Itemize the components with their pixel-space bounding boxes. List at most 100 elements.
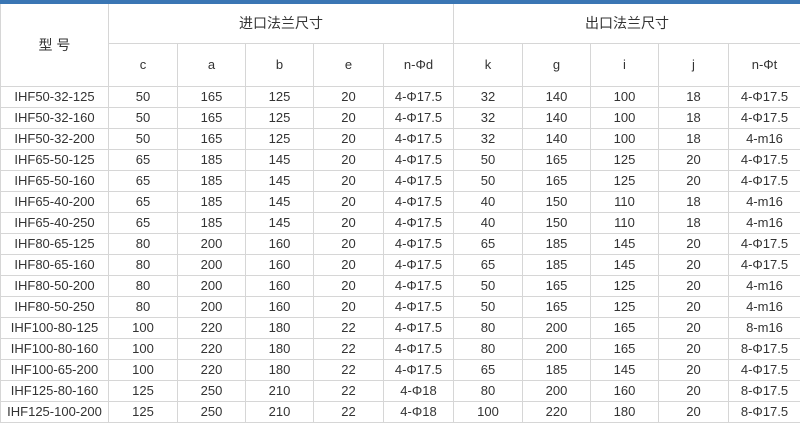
value-cell: 65	[108, 148, 178, 171]
value-cell: 80	[108, 274, 178, 297]
sub-header-cell: j	[658, 42, 729, 87]
sub-header-cell: b	[245, 42, 314, 87]
value-cell: 65	[453, 358, 523, 381]
value-cell: 20	[658, 358, 729, 381]
value-cell: 8-Φ17.5	[728, 337, 800, 360]
value-cell: 165	[177, 85, 246, 108]
value-cell: 145	[245, 169, 314, 192]
value-cell: 140	[522, 127, 591, 150]
value-cell: 4-Φ17.5	[728, 232, 800, 255]
table-row: IHF65-40-200 65 185 145 20 4-Φ17.5 40 150 110 18 4…	[0, 190, 800, 213]
value-cell: 165	[522, 274, 591, 297]
value-cell: 4-Φ17.5	[383, 106, 454, 129]
value-cell: 8-m16	[728, 316, 800, 339]
value-cell: 22	[313, 337, 384, 360]
value-cell: 20	[313, 295, 384, 318]
value-cell: 200	[522, 379, 591, 402]
table-row: IHF65-40-250 65 185 145 20 4-Φ17.5 40 150 110 18 4…	[0, 211, 800, 234]
value-cell: 100	[590, 127, 659, 150]
sub-header-cell: a	[177, 42, 246, 87]
value-cell: 65	[453, 253, 523, 276]
value-cell: 125	[245, 106, 314, 129]
value-cell: 4-Φ18	[383, 400, 454, 423]
value-cell: 200	[177, 232, 246, 255]
value-cell: 22	[313, 316, 384, 339]
value-cell: 80	[453, 337, 523, 360]
value-cell: 18	[658, 106, 729, 129]
value-cell: 50	[453, 295, 523, 318]
value-cell: 65	[108, 190, 178, 213]
value-cell: 160	[245, 253, 314, 276]
value-cell: 200	[522, 337, 591, 360]
value-cell: 20	[658, 253, 729, 276]
value-cell: 20	[313, 274, 384, 297]
value-cell: 185	[177, 211, 246, 234]
value-cell: 125	[108, 400, 178, 423]
outlet-flange-group-header: 出口法兰尺寸	[453, 4, 800, 44]
model-cell: IHF65-40-250	[0, 211, 109, 234]
sub-header-cell: n-Φt	[728, 42, 800, 87]
value-cell: 250	[177, 400, 246, 423]
value-cell: 180	[590, 400, 659, 423]
sub-header-cell: e	[313, 42, 384, 87]
value-cell: 18	[658, 85, 729, 108]
model-cell: IHF100-65-200	[0, 358, 109, 381]
value-cell: 220	[177, 316, 246, 339]
value-cell: 100	[453, 400, 523, 423]
value-cell: 32	[453, 127, 523, 150]
group-header-row: 型 号 进口法兰尺寸 出口法兰尺寸	[0, 4, 800, 87]
value-cell: 4-m16	[728, 127, 800, 150]
value-cell: 185	[522, 232, 591, 255]
value-cell: 20	[658, 295, 729, 318]
value-cell: 20	[313, 190, 384, 213]
value-cell: 4-Φ17.5	[383, 358, 454, 381]
value-cell: 210	[245, 400, 314, 423]
value-cell: 4-Φ17.5	[383, 295, 454, 318]
value-cell: 4-Φ17.5	[728, 85, 800, 108]
model-cell: IHF80-65-125	[0, 232, 109, 255]
table-row: IHF100-80-125 100 220 180 22 4-Φ17.5 80 200 165 2…	[0, 316, 800, 339]
sub-header-cell: n-Φd	[383, 42, 454, 87]
value-cell: 145	[590, 358, 659, 381]
value-cell: 18	[658, 190, 729, 213]
value-cell: 4-m16	[728, 295, 800, 318]
value-cell: 110	[590, 211, 659, 234]
value-cell: 20	[313, 211, 384, 234]
inlet-flange-group-header: 进口法兰尺寸	[108, 4, 454, 44]
value-cell: 4-Φ17.5	[728, 148, 800, 171]
value-cell: 4-Φ18	[383, 379, 454, 402]
value-cell: 125	[108, 379, 178, 402]
value-cell: 100	[108, 358, 178, 381]
table-row: IHF50-32-200 50 165 125 20 4-Φ17.5 32 140 100 18 4…	[0, 127, 800, 150]
value-cell: 20	[313, 127, 384, 150]
value-cell: 50	[108, 85, 178, 108]
value-cell: 20	[313, 232, 384, 255]
value-cell: 80	[453, 316, 523, 339]
value-cell: 20	[658, 337, 729, 360]
value-cell: 185	[177, 190, 246, 213]
value-cell: 160	[245, 232, 314, 255]
model-cell: IHF100-80-160	[0, 337, 109, 360]
value-cell: 160	[245, 295, 314, 318]
value-cell: 4-Φ17.5	[383, 190, 454, 213]
model-cell: IHF125-100-200	[0, 400, 109, 423]
value-cell: 250	[177, 379, 246, 402]
value-cell: 210	[245, 379, 314, 402]
value-cell: 20	[658, 232, 729, 255]
model-cell: IHF80-65-160	[0, 253, 109, 276]
value-cell: 200	[177, 253, 246, 276]
value-cell: 65	[108, 169, 178, 192]
value-cell: 145	[245, 148, 314, 171]
value-cell: 160	[245, 274, 314, 297]
value-cell: 50	[453, 274, 523, 297]
value-cell: 165	[590, 337, 659, 360]
value-cell: 4-Φ17.5	[728, 358, 800, 381]
value-cell: 110	[590, 190, 659, 213]
value-cell: 185	[522, 358, 591, 381]
value-cell: 4-Φ17.5	[383, 211, 454, 234]
value-cell: 100	[108, 316, 178, 339]
value-cell: 20	[658, 274, 729, 297]
model-cell: IHF65-40-200	[0, 190, 109, 213]
table-row: IHF80-50-200 80 200 160 20 4-Φ17.5 50 165 125 20 4…	[0, 274, 800, 297]
value-cell: 4-Φ17.5	[728, 169, 800, 192]
